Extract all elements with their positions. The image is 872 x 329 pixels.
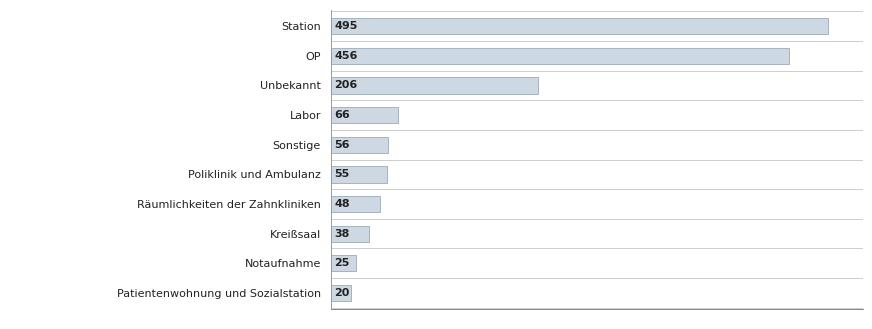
Bar <box>331 137 387 153</box>
Bar <box>331 285 351 301</box>
Text: 456: 456 <box>334 51 358 61</box>
Bar <box>331 166 386 183</box>
Bar <box>331 107 398 123</box>
Bar <box>331 48 789 64</box>
Text: 38: 38 <box>334 229 350 239</box>
Bar <box>331 196 379 212</box>
Text: 55: 55 <box>334 169 350 179</box>
Text: 56: 56 <box>334 140 350 150</box>
Bar <box>331 225 370 242</box>
Text: 20: 20 <box>334 288 350 298</box>
Bar <box>331 77 538 94</box>
Text: 206: 206 <box>334 81 358 90</box>
Bar <box>331 255 357 271</box>
Text: 495: 495 <box>334 21 358 31</box>
Bar <box>331 18 828 34</box>
Text: 25: 25 <box>334 258 350 268</box>
Text: 48: 48 <box>334 199 350 209</box>
Text: 66: 66 <box>334 110 351 120</box>
